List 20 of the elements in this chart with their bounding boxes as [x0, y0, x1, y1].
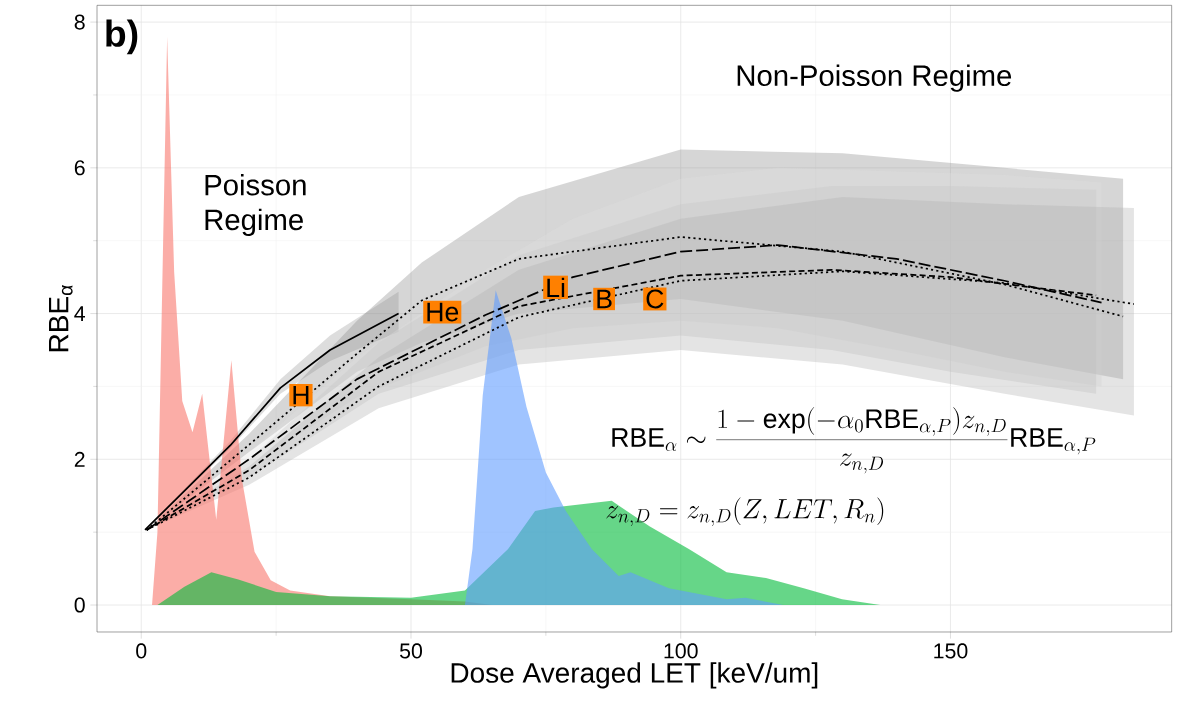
- y-tick-label: 8: [74, 14, 85, 30]
- y-tick-label: 2: [74, 451, 85, 467]
- chart-title: b): [106, 19, 138, 55]
- y-axis-title: RBE$_{α}$: [49, 285, 73, 352]
- y-tick-label: 0: [74, 597, 85, 613]
- x-tick-label: 100: [664, 643, 698, 659]
- annotation: Poisson Regime: [205, 173, 306, 236]
- series-label: H: [293, 386, 309, 405]
- x-axis-title: Dose Averaged LET [keV/um]: [451, 662, 818, 689]
- y-tick-label: 6: [74, 160, 85, 176]
- annotation: Non-Poisson Regime: [737, 64, 1012, 92]
- x-tick-label: 0: [136, 643, 147, 659]
- series-label: C: [646, 289, 664, 309]
- series-label: Li: [547, 277, 565, 297]
- series-label: B: [597, 289, 612, 309]
- annotation: $\mathrm{RBE}_\alpha \sim \frac{1-\exp(-\alpha_0\mathrm{RBE}_{\alpha,P})z_{n,D}}{z_{n,D}}\mathrm{RBE}_{\alpha,P}$: [612, 407, 1096, 474]
- x-tick-label: 150: [934, 643, 968, 659]
- series-label: He: [427, 302, 459, 322]
- x-tick-label: 50: [399, 643, 423, 659]
- y-tick-label: 4: [74, 306, 85, 321]
